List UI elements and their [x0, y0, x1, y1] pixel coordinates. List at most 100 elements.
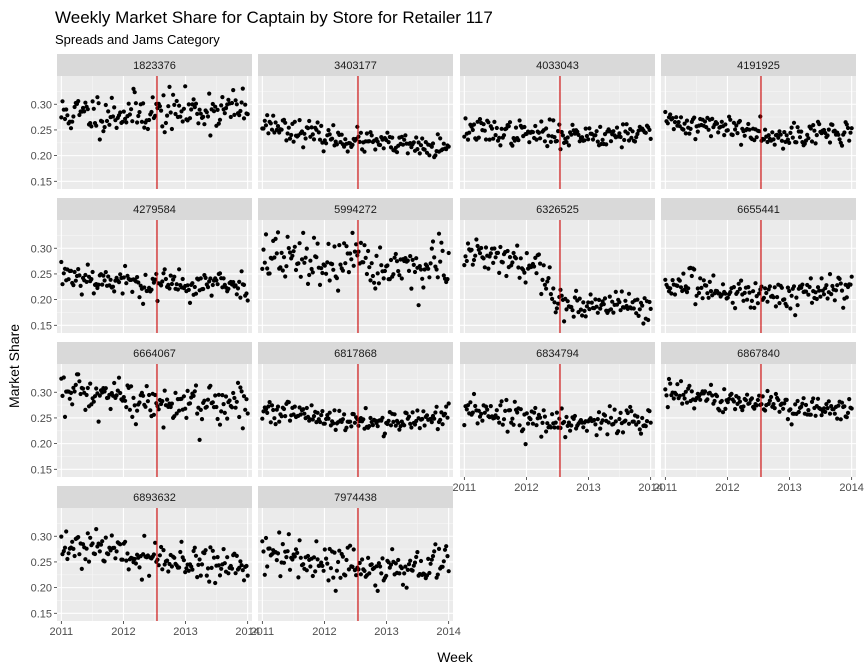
data-point — [124, 120, 129, 125]
data-point — [576, 132, 581, 137]
data-point — [824, 283, 829, 288]
data-point — [369, 133, 374, 138]
data-point — [749, 298, 755, 303]
data-point — [827, 411, 833, 416]
data-point — [205, 566, 211, 571]
data-point — [681, 271, 686, 276]
data-point — [190, 102, 195, 107]
data-point — [794, 295, 799, 300]
data-point — [800, 401, 805, 406]
data-point — [747, 290, 752, 295]
data-point — [842, 130, 847, 135]
data-point — [62, 414, 68, 419]
data-point — [771, 402, 776, 407]
data-point — [281, 406, 287, 412]
data-point — [333, 588, 338, 593]
data-point — [707, 279, 712, 284]
data-point — [343, 261, 348, 266]
data-point — [518, 256, 523, 261]
data-point — [556, 301, 561, 306]
data-point — [629, 135, 634, 140]
data-point — [584, 304, 590, 309]
data-point — [613, 419, 618, 424]
data-point — [168, 110, 173, 115]
data-point — [279, 250, 284, 255]
data-point — [622, 137, 627, 143]
data-point — [607, 294, 612, 299]
data-point — [511, 422, 516, 427]
data-point — [354, 573, 359, 578]
data-point — [849, 274, 854, 279]
data-point — [301, 407, 306, 412]
data-point — [319, 560, 324, 565]
data-point — [225, 416, 230, 421]
data-point — [412, 422, 418, 427]
data-point — [671, 127, 676, 132]
data-point — [441, 141, 446, 146]
data-point — [344, 557, 349, 563]
facet-strip — [258, 54, 453, 76]
data-point — [243, 407, 248, 412]
data-point — [364, 271, 369, 277]
y-tick-label: 0.25 — [31, 557, 52, 569]
data-point — [813, 141, 818, 146]
data-point — [102, 125, 107, 130]
data-point — [362, 149, 367, 154]
data-point — [505, 248, 510, 254]
data-point — [488, 404, 493, 409]
data-point — [397, 273, 402, 278]
data-point — [301, 145, 306, 150]
data-point — [612, 407, 617, 412]
data-point — [283, 120, 288, 125]
data-point — [394, 150, 400, 155]
data-point — [148, 408, 153, 413]
data-point — [320, 270, 325, 276]
series-points — [462, 391, 653, 447]
data-point — [837, 276, 842, 281]
data-point — [70, 402, 75, 407]
facet-4191925: 4191925 — [661, 54, 856, 189]
data-point — [592, 417, 597, 423]
data-point — [238, 108, 243, 114]
data-point — [427, 275, 432, 280]
data-point — [120, 557, 125, 562]
data-point — [348, 251, 353, 256]
data-point — [166, 569, 171, 574]
data-point — [162, 130, 167, 135]
data-point — [375, 271, 380, 276]
data-point — [742, 133, 747, 138]
data-point — [538, 415, 543, 420]
data-point — [416, 303, 421, 308]
data-point — [841, 305, 846, 310]
data-point — [743, 398, 749, 403]
data-point — [118, 542, 123, 547]
data-point — [72, 269, 77, 275]
data-point — [70, 539, 75, 544]
data-point — [133, 422, 138, 427]
data-point — [263, 407, 269, 412]
data-point — [741, 298, 746, 303]
data-point — [607, 129, 612, 134]
data-point — [184, 415, 189, 420]
data-point — [363, 255, 368, 260]
data-point — [319, 266, 324, 271]
data-point — [688, 126, 693, 131]
data-point — [238, 385, 243, 390]
data-point — [364, 131, 369, 136]
data-point — [114, 393, 119, 398]
data-point — [96, 101, 101, 106]
data-point — [596, 410, 602, 415]
data-point — [626, 421, 632, 426]
data-point — [802, 141, 807, 146]
data-point — [336, 559, 341, 565]
data-point — [126, 567, 131, 572]
data-point — [522, 124, 527, 130]
data-point — [611, 129, 616, 134]
data-point — [102, 559, 107, 564]
data-point — [735, 289, 740, 295]
data-point — [445, 277, 450, 282]
data-point — [754, 135, 759, 140]
facet-label: 6834794 — [536, 348, 579, 360]
data-point — [839, 143, 845, 148]
data-point — [227, 398, 232, 403]
